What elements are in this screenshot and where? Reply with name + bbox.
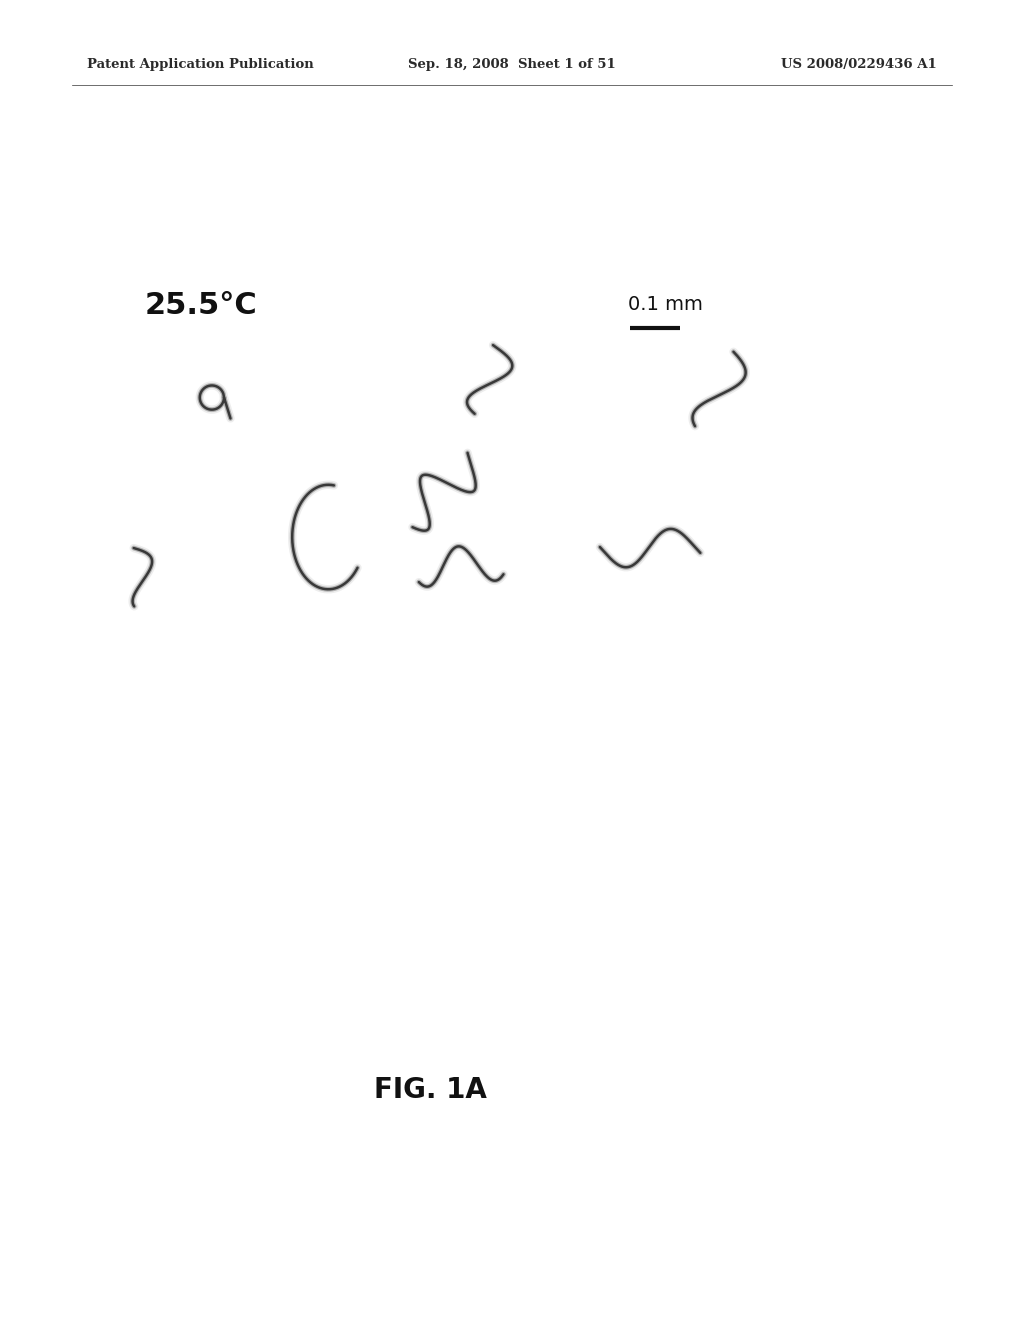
Text: US 2008/0229436 A1: US 2008/0229436 A1 <box>781 58 937 71</box>
Text: 25.5°C: 25.5°C <box>145 290 258 319</box>
Text: Patent Application Publication: Patent Application Publication <box>87 58 313 71</box>
Text: FIG. 1A: FIG. 1A <box>374 1076 486 1104</box>
Text: Sep. 18, 2008  Sheet 1 of 51: Sep. 18, 2008 Sheet 1 of 51 <box>409 58 615 71</box>
Text: 0.1 mm: 0.1 mm <box>628 296 702 314</box>
